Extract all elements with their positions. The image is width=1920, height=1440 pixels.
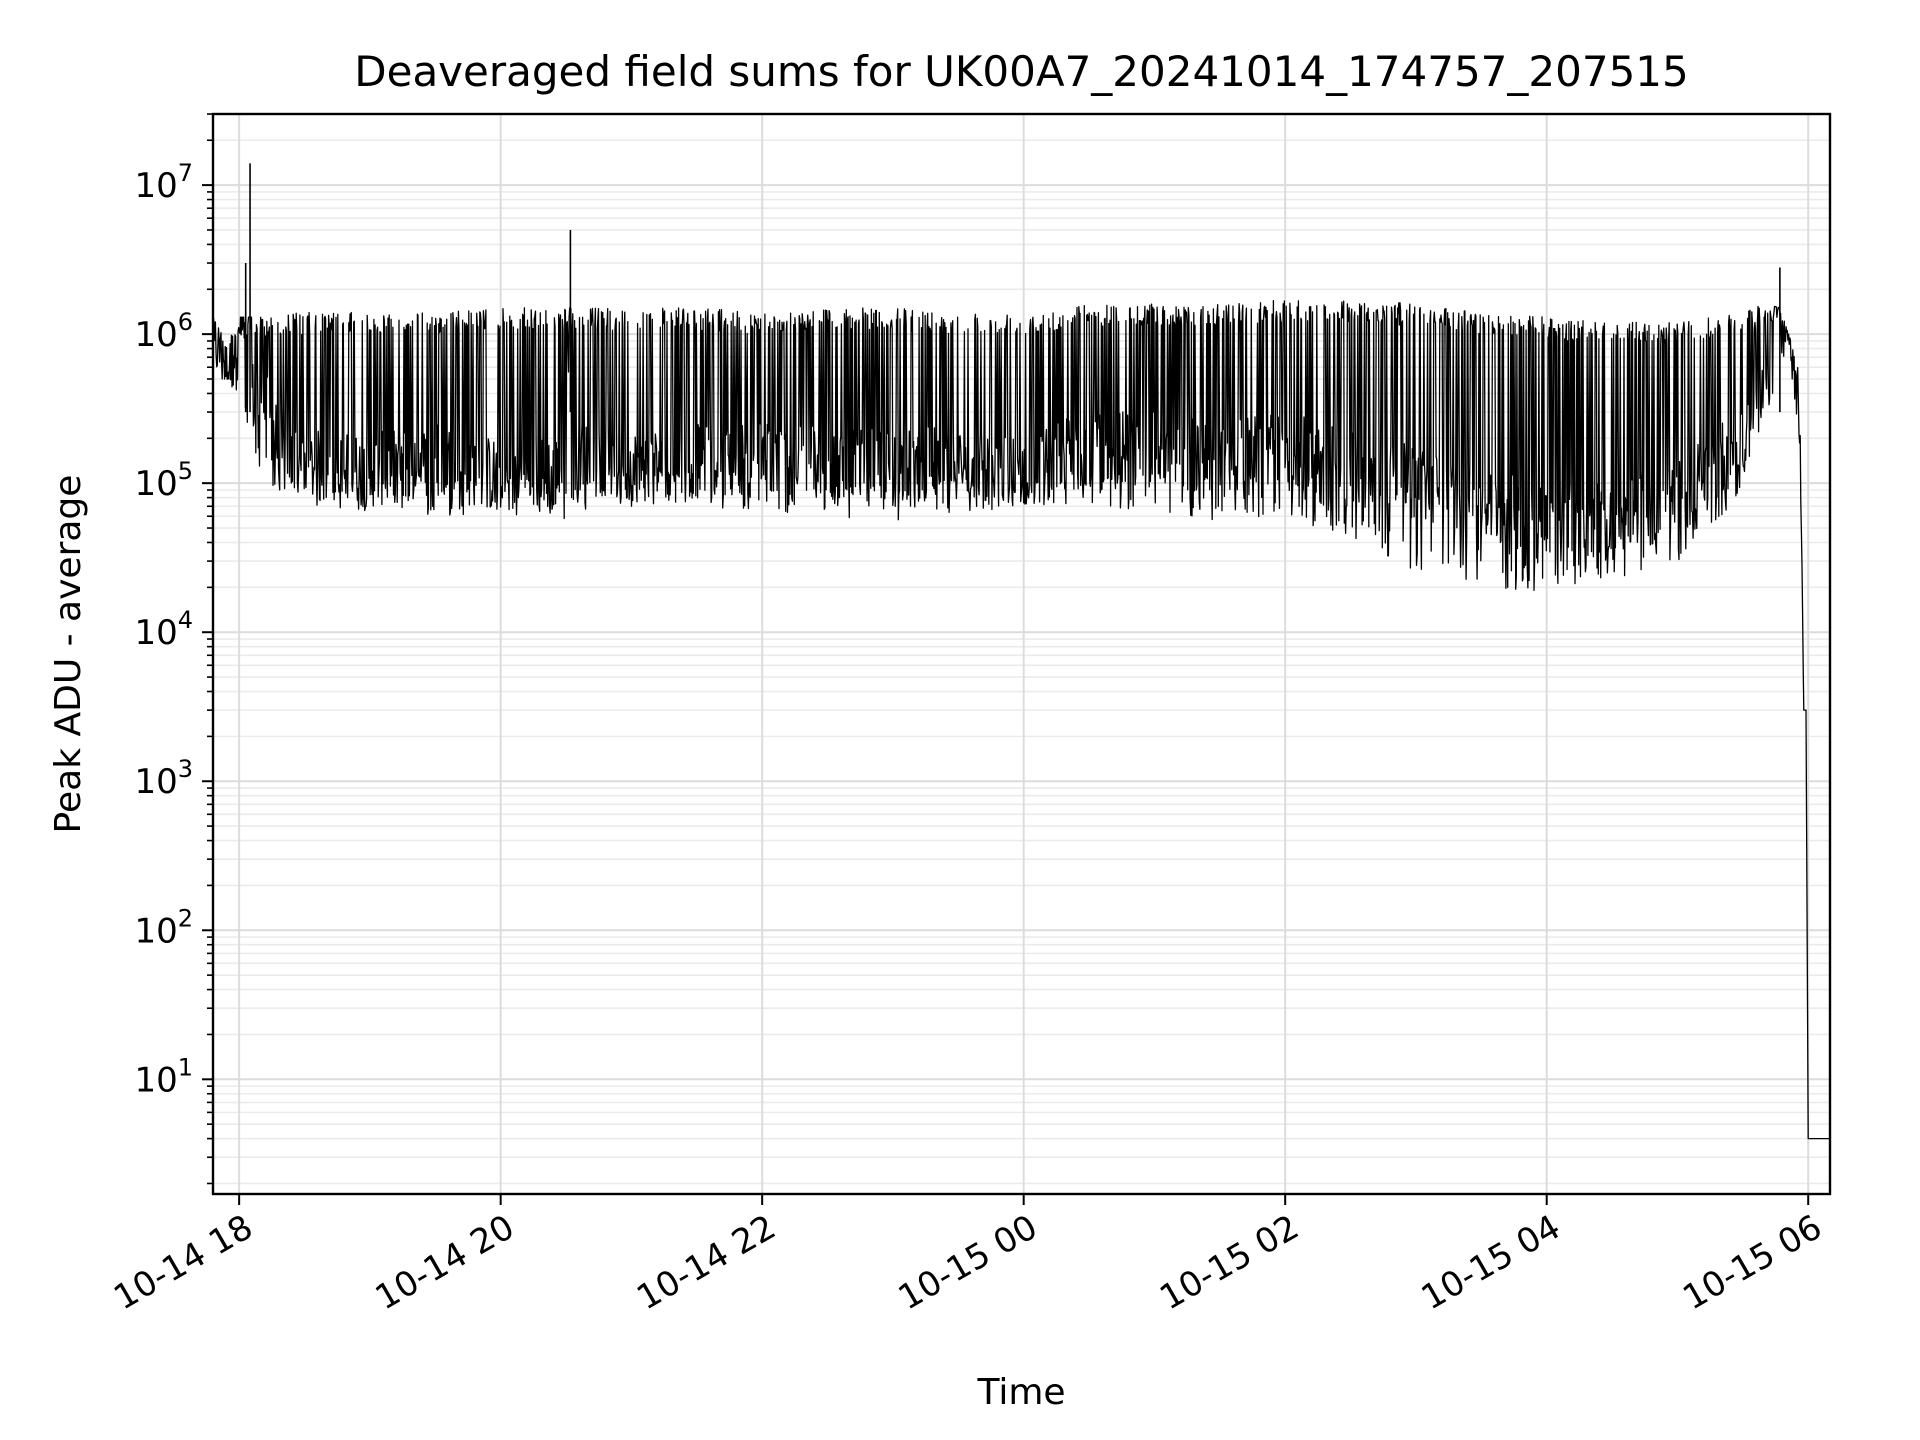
y-axis-label: Peak ADU - average bbox=[48, 475, 89, 834]
y-tick-label: 104 bbox=[134, 606, 193, 653]
minor-grid bbox=[207, 113, 1830, 1185]
y-tick-label: 102 bbox=[134, 904, 193, 951]
y-tick-label: 103 bbox=[134, 755, 193, 802]
y-tick-label: 105 bbox=[134, 457, 193, 504]
x-axis-label: Time bbox=[976, 1372, 1065, 1413]
plot-frame bbox=[211, 112, 1832, 1196]
major-grid bbox=[213, 114, 1830, 1194]
y-tick-label: 106 bbox=[134, 308, 193, 355]
y-tick-label: 101 bbox=[134, 1053, 193, 1100]
series-line bbox=[212, 299, 1830, 1140]
chart-title: Deaveraged field sums for UK00A7_2024101… bbox=[354, 47, 1688, 96]
data-layer bbox=[212, 163, 1830, 1140]
y-tick-label: 107 bbox=[134, 159, 193, 206]
y-axis-ticks: 101 102 103 104 105 106 107 bbox=[134, 159, 213, 1100]
